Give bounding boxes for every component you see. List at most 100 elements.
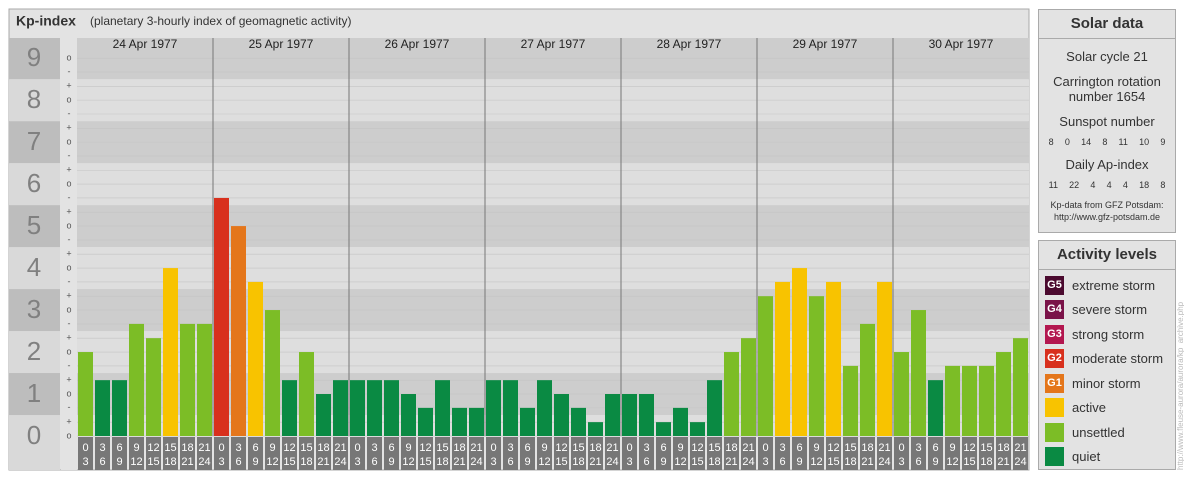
sunspot-value: 14 — [1081, 137, 1092, 147]
x-tick-label: 9 — [405, 442, 411, 454]
x-tick-label: 18 — [572, 456, 584, 468]
x-tick-label: 0 — [218, 442, 224, 454]
x-tick-label: 21 — [1014, 442, 1026, 454]
hour-box — [945, 437, 960, 470]
hour-box — [299, 437, 314, 470]
bar — [78, 352, 93, 436]
bar — [129, 323, 144, 436]
x-tick-label: 15 — [708, 442, 720, 454]
y-tick-label: 4 — [27, 252, 41, 282]
x-tick-label: 0 — [490, 442, 496, 454]
legend-swatch: G5 — [1045, 275, 1064, 295]
x-tick-label: 0 — [762, 442, 768, 454]
x-tick-label: 6 — [796, 442, 802, 454]
legend-item: G3 strong storm — [1039, 322, 1175, 347]
kp-chart: Kp-index (planetary 3-hourly index of ge… — [8, 8, 1030, 471]
y-tick-label: 8 — [27, 84, 41, 114]
x-tick-label: 3 — [898, 456, 904, 468]
x-tick-label: 6 — [388, 442, 394, 454]
day-label: 28 Apr 1977 — [657, 37, 722, 51]
label-band — [9, 373, 60, 416]
hour-box — [979, 437, 994, 470]
x-tick-label: 18 — [589, 442, 601, 454]
x-tick-label: 24 — [470, 456, 482, 468]
bar — [350, 380, 365, 436]
x-tick-label: 9 — [524, 456, 530, 468]
bar — [282, 380, 297, 436]
x-tick-label: 18 — [436, 456, 448, 468]
bar — [605, 394, 620, 436]
legend-item: G5 extreme storm — [1039, 273, 1175, 298]
hour-box — [214, 437, 229, 470]
sunspot-value: 11 — [1118, 137, 1128, 147]
bar — [826, 281, 841, 436]
y-tick-label: 0 — [27, 420, 41, 450]
hour-box — [197, 437, 212, 470]
solar-data-panel: Solar data Solar cycle 21 Carrington rot… — [1038, 9, 1176, 233]
x-tick-label: 3 — [235, 442, 241, 454]
bar — [945, 365, 960, 436]
x-tick-label: 6 — [643, 456, 649, 468]
legend-swatch — [1045, 422, 1064, 442]
hour-box — [486, 437, 501, 470]
hour-box — [248, 437, 263, 470]
hour-box — [367, 437, 382, 470]
x-tick-label: 21 — [606, 442, 618, 454]
minor-tick-label: o — [66, 346, 71, 356]
day-label: 29 Apr 1977 — [793, 37, 858, 51]
x-tick-label: 12 — [419, 442, 431, 454]
minor-tick-label: - — [68, 360, 71, 370]
hour-box — [231, 437, 246, 470]
label-band — [9, 38, 60, 80]
hour-box — [418, 437, 433, 470]
hour-box — [503, 437, 518, 470]
hour-box — [673, 437, 688, 470]
hour-box — [690, 437, 705, 470]
hour-box — [843, 437, 858, 470]
x-tick-label: 6 — [371, 456, 377, 468]
x-tick-label: 12 — [674, 456, 686, 468]
chart-subtitle: (planetary 3-hourly index of geomagnetic… — [90, 14, 351, 28]
x-tick-label: 3 — [626, 456, 632, 468]
x-tick-label: 18 — [317, 442, 329, 454]
minor-tick-label: o — [66, 430, 71, 440]
x-tick-label: 21 — [181, 456, 193, 468]
x-tick-label: 12 — [130, 456, 142, 468]
minor-tick-label: o — [66, 178, 71, 188]
hour-box — [129, 437, 144, 470]
x-tick-label: 3 — [762, 456, 768, 468]
label-band — [9, 247, 60, 290]
bar — [792, 268, 807, 436]
x-tick-label: 6 — [99, 456, 105, 468]
bar — [911, 310, 926, 436]
x-tick-label: 3 — [490, 456, 496, 468]
x-tick-label: 12 — [963, 442, 975, 454]
ap-value: 18 — [1139, 180, 1150, 190]
ap-title: Daily Ap-index — [1065, 157, 1149, 172]
x-tick-label: 3 — [915, 442, 921, 454]
minor-tick-label: + — [66, 249, 71, 259]
source: Kp-data from GFZ Potsdam: — [1050, 200, 1164, 210]
bar — [707, 380, 722, 436]
label-band — [9, 79, 60, 122]
x-tick-label: 21 — [470, 442, 482, 454]
x-tick-label: 15 — [436, 442, 448, 454]
hour-box — [860, 437, 875, 470]
day-label: 26 Apr 1977 — [385, 37, 450, 51]
label-band — [9, 289, 60, 332]
legend-swatch: G3 — [1045, 324, 1064, 344]
bar — [435, 380, 450, 436]
hour-box — [622, 437, 637, 470]
bar — [928, 380, 943, 436]
hour-box — [112, 437, 127, 470]
bar — [996, 352, 1011, 436]
hour-box — [826, 437, 841, 470]
bar — [843, 365, 858, 436]
x-tick-label: 9 — [949, 442, 955, 454]
hour-box — [435, 437, 450, 470]
minor-tick-label: o — [66, 304, 71, 314]
bar — [809, 296, 824, 436]
y-tick-label: 6 — [27, 168, 41, 198]
bar — [775, 281, 790, 436]
minor-tick-label: + — [66, 291, 71, 301]
